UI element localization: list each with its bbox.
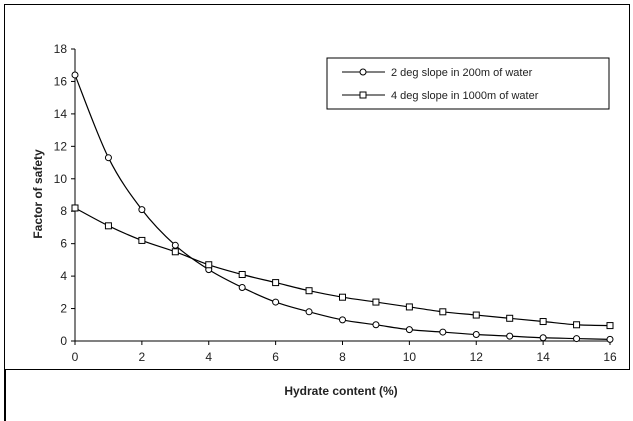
legend-marker-series-1: [359, 68, 367, 76]
data-point: [372, 298, 380, 306]
data-point: [71, 204, 79, 212]
data-point: [439, 308, 447, 316]
legend-label-series-2: 4 deg slope in 1000m of water: [391, 90, 539, 102]
data-point: [238, 270, 246, 278]
frame-edge-line: [4, 370, 6, 421]
y-tick-label: 16: [54, 74, 68, 88]
data-point: [339, 293, 346, 301]
data-point: [539, 318, 547, 326]
x-tick-label: 8: [339, 350, 346, 364]
x-tick-label: 6: [272, 350, 279, 364]
legend-marker-series-2: [359, 91, 367, 99]
data-point: [305, 308, 313, 316]
data-point: [372, 321, 380, 329]
data-point: [205, 261, 213, 269]
data-point: [272, 279, 280, 287]
data-point: [573, 335, 581, 343]
y-axis-label: Factor of safety: [31, 149, 45, 239]
data-point: [71, 71, 79, 79]
y-axis-ticks: 0 2 4 6 8 10 12 14 16 18: [54, 42, 75, 348]
y-tick-label: 18: [54, 42, 68, 56]
data-point: [439, 328, 447, 336]
series-2: [71, 204, 614, 330]
data-point: [305, 287, 313, 295]
x-tick-label: 12: [470, 350, 484, 364]
legend-box: [326, 57, 610, 110]
x-tick-label: 0: [72, 350, 79, 364]
data-point: [539, 334, 547, 342]
x-axis-label: Hydrate content (%): [284, 384, 397, 398]
y-tick-label: 14: [54, 107, 68, 121]
data-point: [606, 322, 614, 330]
y-tick-label: 6: [60, 237, 67, 251]
data-point: [506, 314, 514, 322]
data-point: [104, 154, 112, 162]
data-point: [104, 222, 112, 230]
x-tick-label: 2: [139, 350, 146, 364]
data-point: [339, 316, 346, 324]
data-point: [405, 303, 413, 311]
data-point: [606, 335, 614, 343]
data-point: [138, 236, 146, 244]
data-point: [171, 248, 179, 256]
data-point: [472, 331, 480, 339]
y-tick-label: 0: [60, 334, 67, 348]
data-point: [506, 332, 514, 340]
data-point: [573, 321, 581, 329]
data-point: [472, 311, 480, 319]
data-point: [171, 241, 179, 249]
legend: 2 deg slope in 200m of water 4 deg slope…: [326, 57, 610, 110]
data-point: [272, 298, 280, 306]
y-tick-label: 12: [54, 139, 68, 153]
legend-label-series-1: 2 deg slope in 200m of water: [391, 67, 533, 79]
x-tick-label: 16: [603, 350, 617, 364]
data-point: [138, 206, 146, 214]
x-tick-label: 10: [403, 350, 417, 364]
y-tick-label: 10: [54, 172, 68, 186]
data-point: [238, 283, 246, 291]
data-point: [405, 326, 413, 334]
x-axis-ticks: 0 2 4 6 8 10 12 14 16: [72, 341, 617, 364]
series-1: [71, 71, 614, 343]
x-tick-label: 14: [536, 350, 550, 364]
x-tick-label: 4: [205, 350, 212, 364]
y-tick-label: 2: [60, 302, 67, 316]
series-group: [71, 71, 614, 343]
y-tick-label: 8: [60, 204, 67, 218]
y-tick-label: 4: [60, 269, 67, 283]
